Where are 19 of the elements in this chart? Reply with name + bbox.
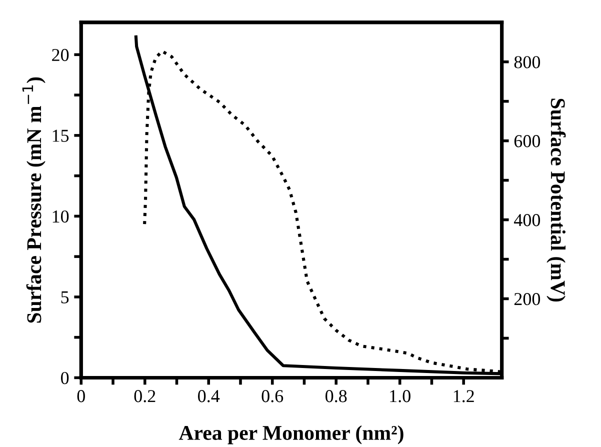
text: 1.0 bbox=[390, 390, 410, 402]
x-tick-label: 0.8 bbox=[326, 390, 347, 402]
y-axis-title: Surface Pressure (mN m$^{−1}$) bbox=[22, 77, 46, 323]
x-tick-label: 0.4 bbox=[198, 390, 220, 402]
y-tick-label: 0 bbox=[60, 372, 69, 384]
y2-tick-label: 200 bbox=[514, 293, 540, 306]
y2-tick-label: 800 bbox=[514, 56, 540, 68]
x-tick-label: 0 bbox=[77, 390, 85, 402]
y-tick-label: 15 bbox=[52, 130, 69, 142]
x-axis-title: Area per Monomer (nm²) bbox=[178, 425, 404, 444]
y-tick-label: 20 bbox=[52, 48, 69, 62]
y2-tick-label: 400 bbox=[514, 214, 540, 226]
x-tick-label: 0.6 bbox=[262, 390, 284, 402]
x-tick-label: 1.2 bbox=[454, 390, 474, 402]
x-tick-label: 0.2 bbox=[134, 390, 156, 402]
y-tick-label: 5 bbox=[61, 291, 69, 304]
y2-tick-label: 600 bbox=[514, 135, 540, 148]
y2-axis-title: Surface Potential (mV) bbox=[546, 98, 566, 302]
y-tick-label: 10 bbox=[52, 210, 69, 223]
